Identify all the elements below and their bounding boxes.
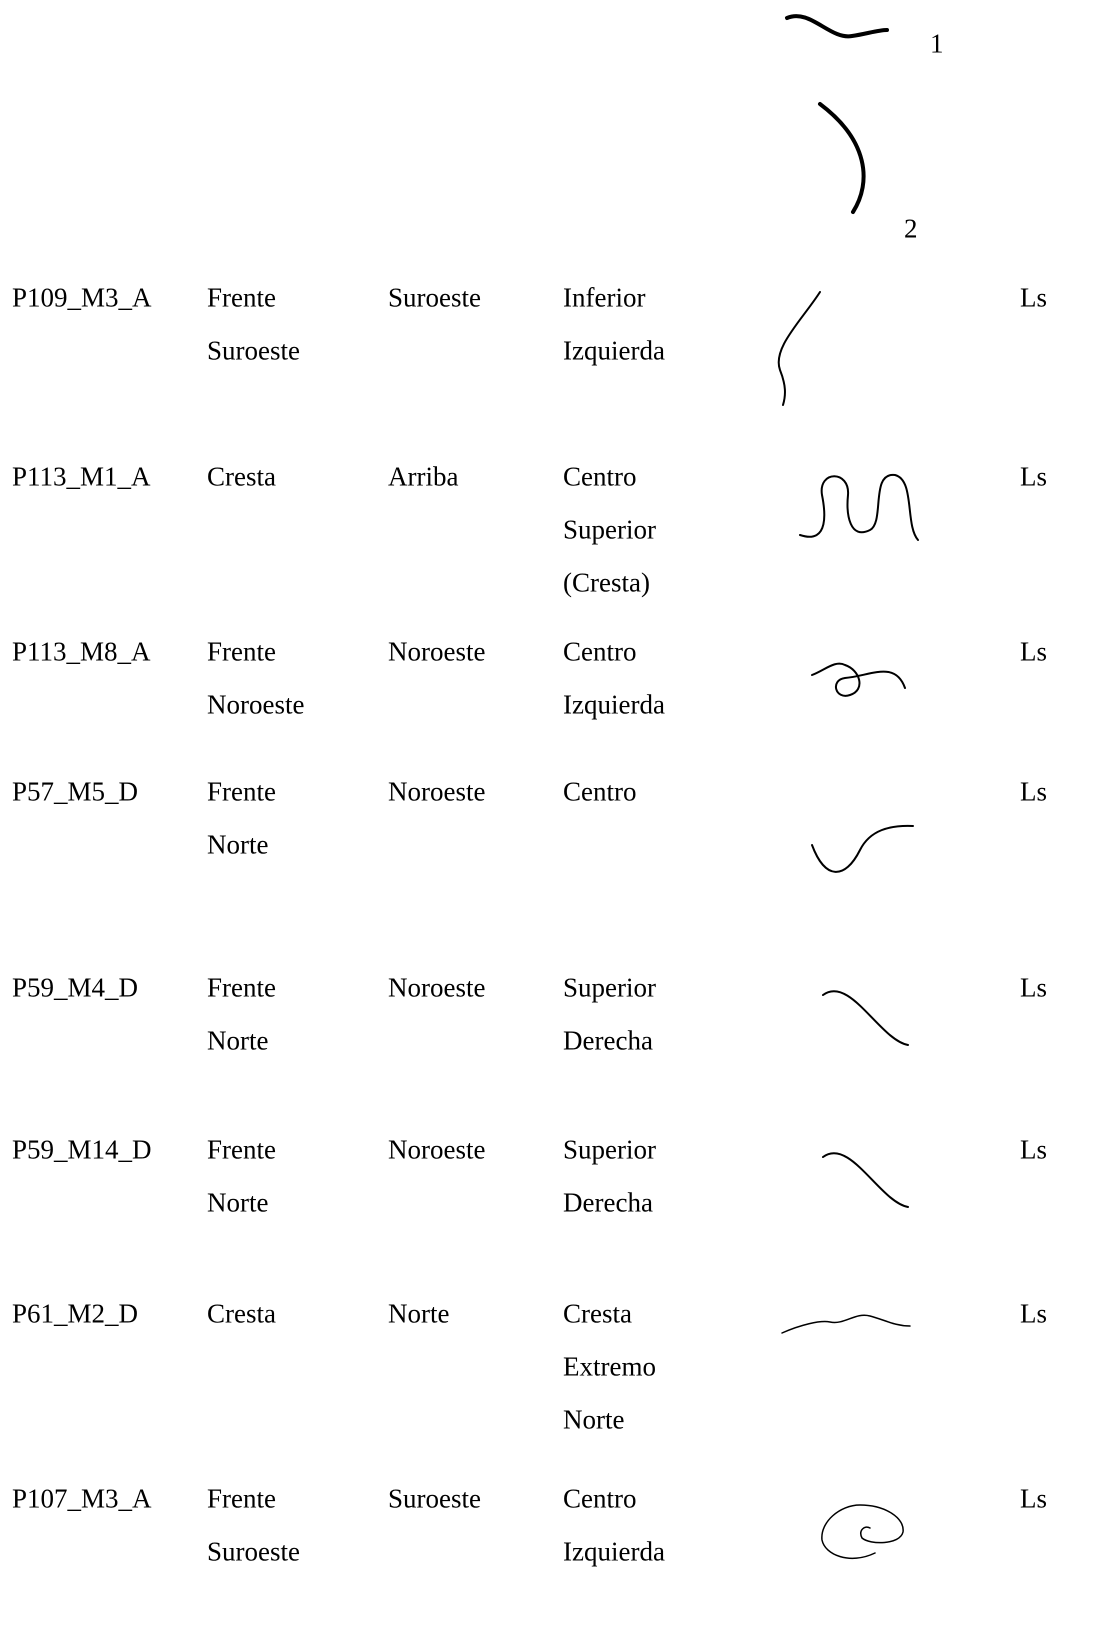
position: (Cresta)	[563, 567, 650, 598]
sketch	[781, 1314, 911, 1334]
zone: Suroeste	[207, 1536, 300, 1567]
position: Superior	[563, 514, 656, 545]
position: Centro	[563, 776, 637, 807]
position: Cresta	[563, 1298, 632, 1329]
sample-id: P113_M1_A	[12, 461, 151, 492]
zone: Suroeste	[207, 335, 300, 366]
sketch	[799, 473, 919, 541]
sketch	[811, 662, 906, 697]
code: Ls	[1020, 1483, 1047, 1514]
zone: Cresta	[207, 1298, 276, 1329]
code: Ls	[1020, 1298, 1047, 1329]
sketch	[822, 1152, 909, 1208]
code: Ls	[1020, 282, 1047, 313]
sample-id: P59_M14_D	[12, 1134, 152, 1165]
sketch	[821, 1504, 904, 1560]
position: Inferior	[563, 282, 646, 313]
position: Izquierda	[563, 335, 665, 366]
zone: Norte	[207, 1187, 269, 1218]
sample-id: P61_M2_D	[12, 1298, 139, 1329]
orientation: Arriba	[388, 461, 459, 492]
zone: Norte	[207, 1025, 269, 1056]
position: Extremo	[563, 1351, 656, 1382]
code: Ls	[1020, 972, 1047, 1003]
position: Izquierda	[563, 1536, 665, 1567]
position: Centro	[563, 461, 637, 492]
sample-id: P109_M3_A	[12, 282, 152, 313]
position: Superior	[563, 1134, 656, 1165]
zone: Frente	[207, 636, 276, 667]
sample-id: P59_M4_D	[12, 972, 139, 1003]
zone: Frente	[207, 282, 276, 313]
sketch	[785, 14, 889, 39]
zone: Cresta	[207, 461, 276, 492]
orientation: Noroeste	[388, 776, 486, 807]
orientation: Suroeste	[388, 1483, 481, 1514]
sample-id: P57_M5_D	[12, 776, 139, 807]
zone: Frente	[207, 1483, 276, 1514]
zone: Noroeste	[207, 689, 305, 720]
sketch	[811, 824, 914, 873]
sketch	[822, 990, 909, 1046]
position: Norte	[563, 1404, 625, 1435]
zone: Frente	[207, 972, 276, 1003]
figure-label: 2	[904, 213, 918, 244]
zone: Frente	[207, 1134, 276, 1165]
sample-id: P113_M8_A	[12, 636, 151, 667]
orientation: Noroeste	[388, 636, 486, 667]
figure-label: 1	[930, 28, 944, 59]
position: Superior	[563, 972, 656, 1003]
code: Ls	[1020, 1134, 1047, 1165]
position: Derecha	[563, 1187, 653, 1218]
orientation: Noroeste	[388, 1134, 486, 1165]
code: Ls	[1020, 636, 1047, 667]
orientation: Suroeste	[388, 282, 481, 313]
position: Centro	[563, 636, 637, 667]
zone: Norte	[207, 829, 269, 860]
position: Derecha	[563, 1025, 653, 1056]
code: Ls	[1020, 776, 1047, 807]
position: Izquierda	[563, 689, 665, 720]
orientation: Norte	[388, 1298, 450, 1329]
sketch	[818, 102, 866, 214]
zone: Frente	[207, 776, 276, 807]
sketch	[777, 291, 821, 406]
position: Centro	[563, 1483, 637, 1514]
orientation: Noroeste	[388, 972, 486, 1003]
code: Ls	[1020, 461, 1047, 492]
sample-id: P107_M3_A	[12, 1483, 152, 1514]
